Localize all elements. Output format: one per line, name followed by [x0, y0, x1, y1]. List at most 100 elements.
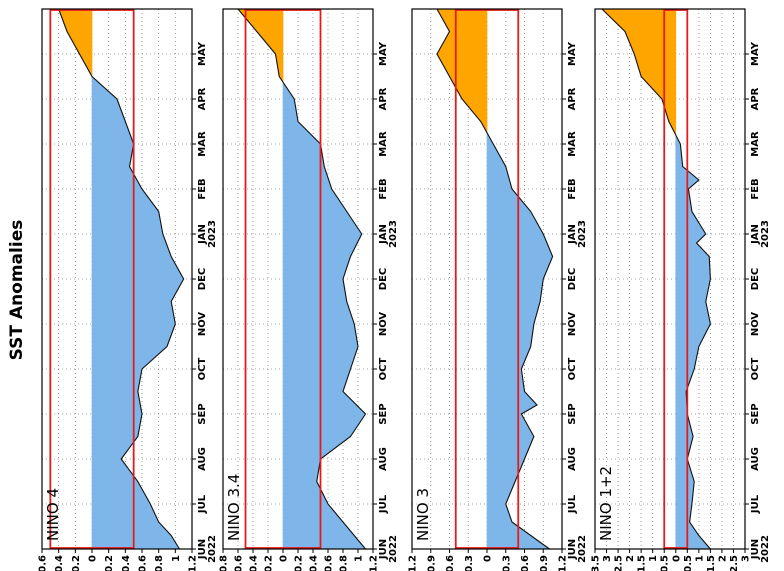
anomaly-area-negative: [675, 256, 711, 280]
value-tick-label: 0.5: [683, 555, 694, 571]
month-label-sep: SEP: [378, 403, 389, 424]
year-label: 2022: [577, 535, 588, 563]
month-label-dec: DEC: [197, 268, 208, 290]
value-tick-label: 1.5: [706, 555, 717, 571]
anomaly-line-nino-4: [58, 8, 185, 550]
anomaly-area-negative: [282, 166, 333, 190]
anomaly-area-negative: [282, 233, 363, 257]
value-tick-label: 1: [171, 555, 182, 562]
anomaly-area-negative: [486, 256, 554, 280]
month-label-dec: DEC: [567, 268, 578, 290]
anomaly-area-negative: [91, 233, 172, 257]
month-label-aug: AUG: [567, 447, 578, 471]
month-label-jan: JAN: [567, 224, 578, 245]
anomaly-area-negative: [91, 521, 172, 536]
month-label-jun: JUN: [750, 539, 761, 560]
value-tick-label: 1: [648, 555, 659, 562]
highlight-band-box: [244, 9, 322, 549]
value-tick-label: 0.4: [249, 555, 260, 571]
year-label: 2023: [577, 220, 588, 248]
value-tick-label: 0: [279, 555, 290, 562]
figure-title: SST Anomalies: [7, 220, 27, 361]
value-tick-label: 1.2: [369, 555, 380, 571]
anomaly-area-negative: [675, 481, 695, 505]
anomaly-area-negative: [486, 323, 535, 347]
value-tick-label: 0.6: [520, 555, 531, 571]
month-label-jul: JUL: [378, 494, 389, 514]
highlight-band-box: [454, 9, 520, 549]
anomaly-line-nino-1-2: [601, 8, 711, 550]
anomaly-area-negative: [282, 256, 351, 280]
month-label-may: MAY: [197, 41, 208, 66]
anomaly-area-negative: [486, 301, 541, 325]
month-label-sep: SEP: [567, 403, 578, 424]
value-tick-label: 0.3: [501, 555, 512, 571]
month-label-jun: JUN: [567, 539, 578, 560]
year-label: 2022: [760, 535, 771, 563]
month-label-apr: APR: [567, 87, 578, 110]
year-label: 2023: [760, 220, 771, 248]
anomaly-area-negative: [91, 256, 185, 280]
panel-label-nino-4: NINO 4: [44, 488, 62, 541]
month-label-nov: NOV: [750, 312, 761, 337]
value-tick-label: 1.2: [558, 555, 569, 571]
month-label-oct: OCT: [567, 357, 578, 380]
month-label-mar: MAR: [750, 131, 761, 157]
value-tick-label: 0.4: [309, 555, 320, 571]
month-label-oct: OCT: [378, 357, 389, 380]
anomaly-area-negative: [675, 278, 711, 302]
value-tick-label: 0.6: [38, 555, 49, 571]
value-tick-label: 1: [354, 555, 365, 562]
anomaly-area-negative: [675, 391, 688, 415]
month-label-feb: FEB: [567, 178, 578, 199]
month-label-jan: JAN: [197, 224, 208, 245]
anomaly-area-negative: [675, 301, 711, 325]
year-label: 2022: [388, 535, 399, 563]
anomaly-area-negative: [486, 233, 554, 257]
value-tick-label: 0.2: [264, 555, 275, 571]
month-label-feb: FEB: [750, 178, 761, 199]
anomaly-area-negative: [282, 301, 355, 325]
anomaly-area-negative: [282, 458, 321, 482]
value-tick-label: 0.6: [234, 555, 245, 571]
value-tick-label: 0.2: [71, 555, 82, 571]
value-tick-label: 3.5: [591, 555, 602, 571]
month-label-jun: JUN: [378, 539, 389, 560]
month-label-jul: JUL: [197, 494, 208, 514]
value-tick-label: 0.8: [154, 555, 165, 571]
month-label-mar: MAR: [197, 131, 208, 157]
panel-label-nino-1-2: NINO 1+2: [597, 466, 615, 541]
anomaly-area-negative: [282, 368, 351, 392]
anomaly-area-negative: [282, 535, 367, 550]
anomaly-area-negative: [91, 278, 185, 302]
month-label-jul: JUL: [750, 494, 761, 514]
value-tick-label: 0.6: [138, 555, 149, 571]
value-tick-label: 3: [602, 555, 613, 562]
anomaly-area-negative: [282, 143, 325, 167]
value-tick-label: 0.9: [539, 555, 550, 571]
value-tick-label: 0.4: [121, 555, 132, 571]
month-label-sep: SEP: [750, 403, 761, 424]
month-label-jan: JAN: [750, 224, 761, 245]
value-tick-label: 2.5: [729, 555, 740, 571]
anomaly-area-negative: [282, 278, 348, 302]
value-tick-label: 0.9: [426, 555, 437, 571]
month-label-jun: JUN: [197, 539, 208, 560]
value-tick-label: 0.2: [104, 555, 115, 571]
month-label-sep: SEP: [197, 403, 208, 424]
month-label-nov: NOV: [197, 312, 208, 337]
value-tick-label: 2: [717, 555, 728, 562]
month-label-oct: OCT: [197, 357, 208, 380]
month-label-aug: AUG: [378, 447, 389, 471]
month-label-apr: APR: [750, 87, 761, 110]
value-tick-label: 0.6: [445, 555, 456, 571]
value-tick-label: 2.5: [614, 555, 625, 571]
month-label-dec: DEC: [378, 268, 389, 290]
value-tick-label: 0.8: [339, 555, 350, 571]
anomaly-area-negative: [91, 143, 135, 167]
value-tick-label: 0.5: [660, 555, 671, 571]
